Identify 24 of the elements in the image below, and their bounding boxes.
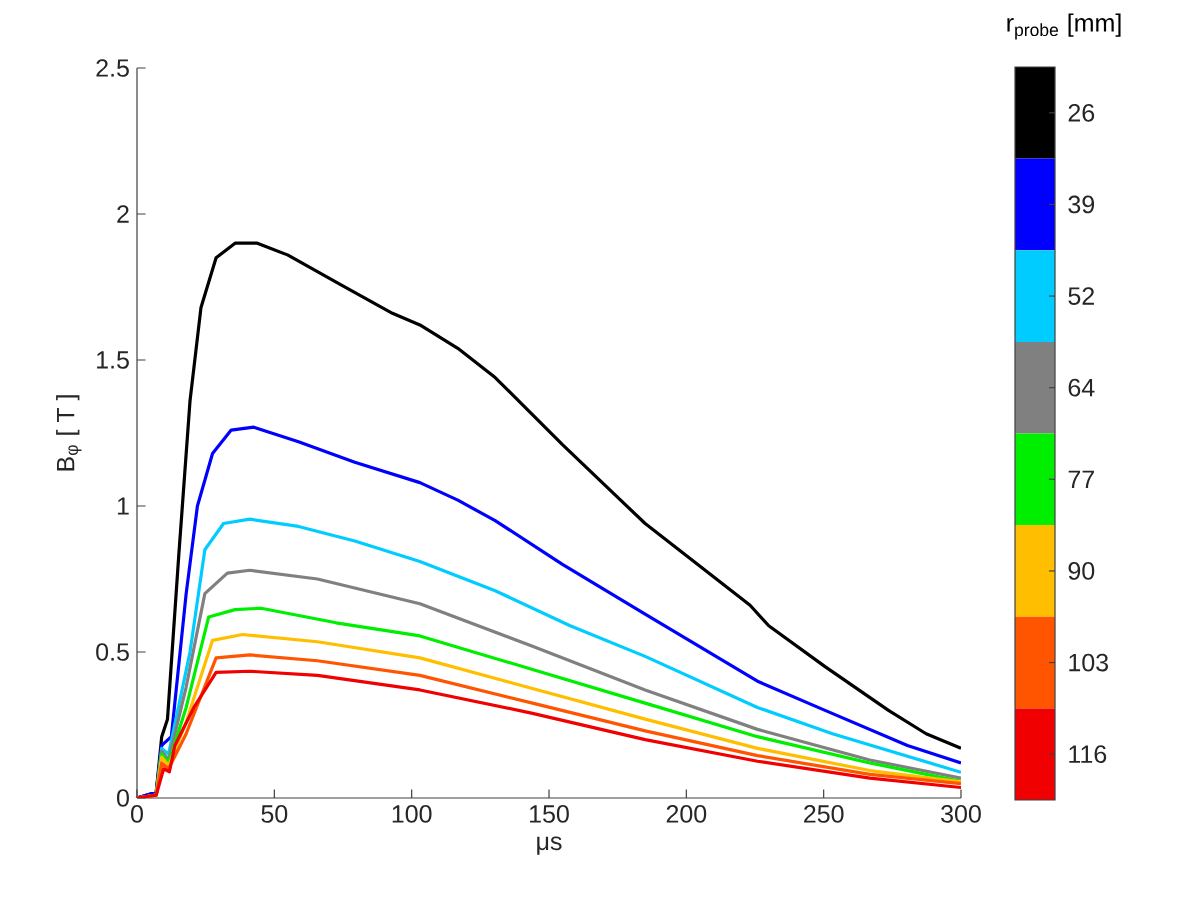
y-tick-label: 1.5 xyxy=(97,351,129,369)
x-axis-title: μs xyxy=(537,836,562,855)
x-tick-label: 300 xyxy=(941,805,981,823)
y-tick-label: 2.5 xyxy=(96,59,129,77)
y-tick-label: 2 xyxy=(117,205,129,223)
text: 39 xyxy=(1068,195,1095,214)
y-tick-label: 1 xyxy=(117,497,129,515)
text: 116 xyxy=(1069,745,1107,764)
y-tick-label: 0.5 xyxy=(96,643,129,661)
text: 26 xyxy=(1068,103,1095,122)
y-axis-title: B$_{φ}$ [ T ] xyxy=(56,395,82,471)
text: 90 xyxy=(1068,562,1095,580)
x-tick-label: 250 xyxy=(804,805,844,823)
text: 64 xyxy=(1068,378,1095,397)
x-tick-label: 50 xyxy=(261,805,288,823)
x-tick-label: 200 xyxy=(666,805,707,823)
legend-title: r$_{probe}$ [mm] xyxy=(1007,13,1121,40)
text: 52 xyxy=(1068,287,1094,305)
x-tick-label: 0 xyxy=(131,805,143,823)
text: 77 xyxy=(1068,470,1094,488)
x-tick-label: 100 xyxy=(392,805,432,823)
y-tick-label: 0 xyxy=(117,789,129,807)
text: 103 xyxy=(1069,653,1109,672)
x-tick-label: 150 xyxy=(530,805,569,823)
